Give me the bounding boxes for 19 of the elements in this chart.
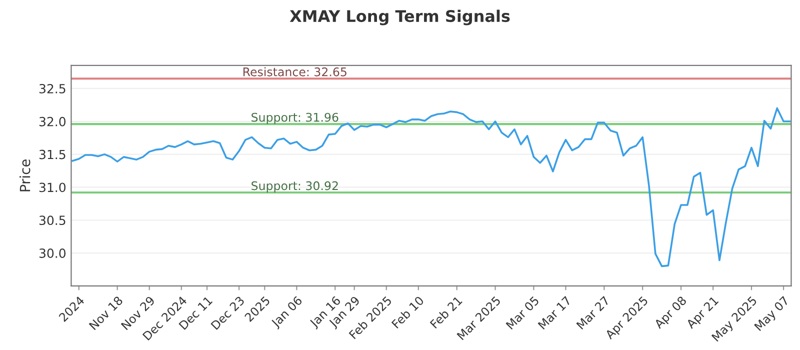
y-axis-title: Price (20, 160, 30, 192)
y-tick-label: 30.5 (39, 216, 66, 226)
y-tick-label: 31.0 (39, 182, 66, 192)
chart-title: XMAY Long Term Signals (290, 10, 510, 26)
x-tick-label: Dec 23 (210, 296, 245, 330)
x-tick-label: Mar 05 (506, 296, 540, 330)
x-tick-label: Mar 27 (576, 296, 610, 330)
x-tick-label: Mar 17 (538, 296, 572, 330)
y-tick-label: 31.5 (39, 150, 66, 160)
ref-line-label: Support: 31.96 (252, 112, 338, 124)
ref-line-label: Resistance: 32.65 (243, 67, 346, 76)
x-tick-label: Jan 06 (270, 296, 304, 330)
x-tick-label: Feb 21 (430, 296, 463, 329)
ref-line-label: Support: 30.92 (252, 181, 338, 192)
y-tick-label: 32.0 (39, 116, 66, 126)
y-tick-label: 30.0 (39, 248, 66, 258)
line-series (72, 107, 791, 268)
y-tick-label: 32.5 (39, 84, 66, 94)
x-tick-label: Feb 10 (391, 296, 424, 329)
